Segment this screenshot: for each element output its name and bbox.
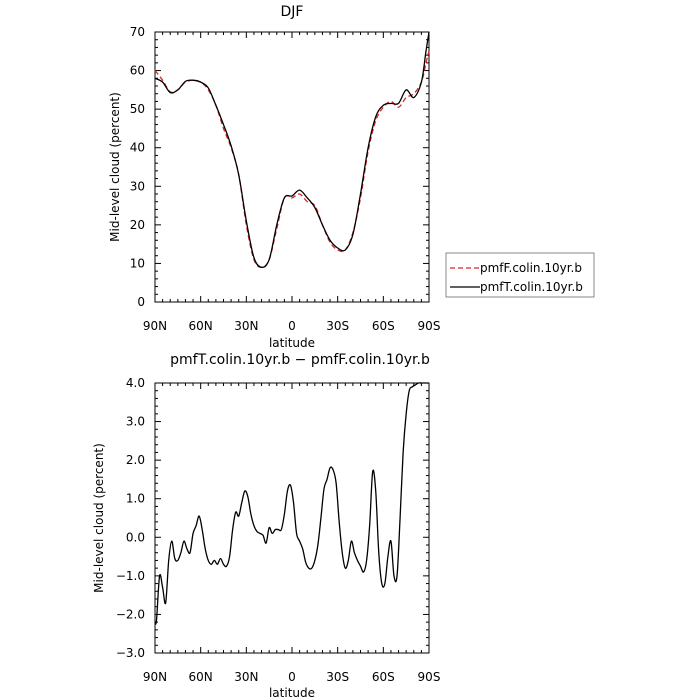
bottom-chart-xlabel: latitude bbox=[269, 686, 315, 700]
x-tick-label: 90N bbox=[143, 670, 167, 684]
x-tick-label: 90N bbox=[143, 319, 167, 333]
legend-label-pmfT: pmfT.colin.10yr.b bbox=[480, 280, 583, 294]
y-tick-label: 2.0 bbox=[126, 453, 145, 467]
y-tick-label: 50 bbox=[130, 102, 145, 116]
y-tick-label: 0.0 bbox=[126, 530, 145, 544]
bottom-chart-frame bbox=[154, 382, 430, 654]
y-tick-label: 30 bbox=[130, 179, 145, 193]
y-tick-label: 60 bbox=[130, 64, 145, 78]
legend: pmfF.colin.10yr.b pmfT.colin.10yr.b bbox=[445, 252, 595, 298]
y-tick-label: 0 bbox=[137, 295, 145, 309]
x-tick-label: 0 bbox=[288, 319, 296, 333]
y-tick-label: 1.0 bbox=[126, 492, 145, 506]
x-tick-label: 60N bbox=[189, 319, 213, 333]
x-tick-label: 90S bbox=[418, 670, 441, 684]
bottom-chart-ylabel: Mid-level cloud (percent) bbox=[92, 443, 106, 593]
y-tick-label: 40 bbox=[130, 141, 145, 155]
top-chart-frame bbox=[154, 31, 430, 303]
y-tick-label: 20 bbox=[130, 218, 145, 232]
x-tick-label: 60S bbox=[372, 670, 395, 684]
x-tick-label: 0 bbox=[288, 670, 296, 684]
x-tick-label: 30S bbox=[326, 670, 349, 684]
legend-box bbox=[445, 252, 595, 298]
legend-label-pmfF: pmfF.colin.10yr.b bbox=[480, 261, 582, 275]
series-line-0 bbox=[154, 51, 430, 268]
y-tick-label: 3.0 bbox=[126, 415, 145, 429]
y-tick-label: −2.0 bbox=[116, 607, 145, 621]
y-tick-label: 70 bbox=[130, 25, 145, 39]
series-line-1 bbox=[154, 31, 430, 268]
x-tick-label: 90S bbox=[418, 319, 441, 333]
bottom-chart-title: pmfT.colin.10yr.b − pmfF.colin.10yr.b bbox=[170, 352, 430, 368]
y-tick-label: −3.0 bbox=[116, 646, 145, 660]
top-chart-xlabel: latitude bbox=[269, 336, 315, 350]
x-tick-label: 60S bbox=[372, 319, 395, 333]
series-line-0 bbox=[154, 382, 429, 625]
top-chart-title: DJF bbox=[281, 4, 304, 20]
y-tick-label: −1.0 bbox=[116, 569, 145, 583]
top-chart-ylabel: Mid-level cloud (percent) bbox=[108, 92, 122, 242]
y-tick-label: 10 bbox=[130, 256, 145, 270]
x-tick-label: 30N bbox=[234, 670, 258, 684]
y-tick-label: 4.0 bbox=[126, 376, 145, 390]
x-tick-label: 30S bbox=[326, 319, 349, 333]
x-tick-label: 30N bbox=[234, 319, 258, 333]
x-tick-label: 60N bbox=[189, 670, 213, 684]
bottom-chart: pmfT.colin.10yr.b − pmfF.colin.10yr.b −3… bbox=[92, 352, 440, 700]
